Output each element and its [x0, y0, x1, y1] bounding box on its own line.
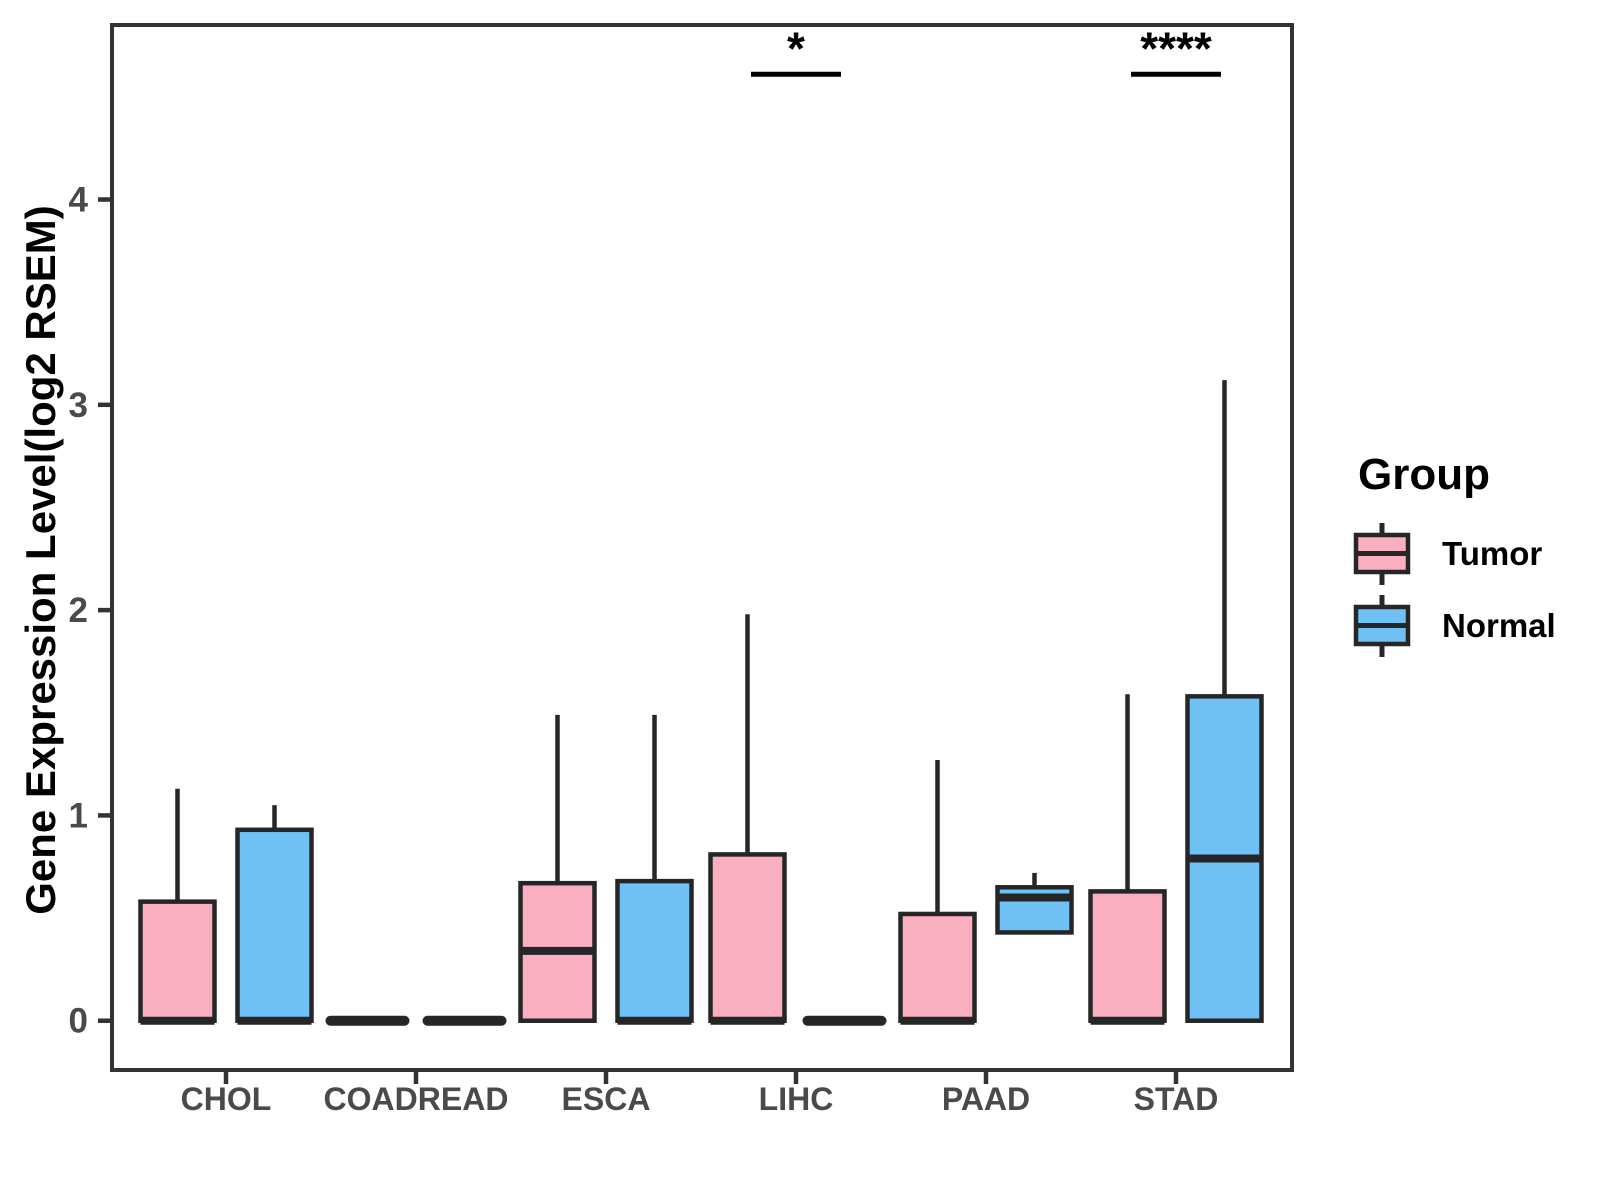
x-tick-label-PAAD: PAAD [942, 1081, 1030, 1117]
box-Tumor-LIHC [708, 852, 787, 1023]
y-axis-title: Gene Expression Level(log2 RSEM) [17, 205, 64, 915]
legend: Group Tumor Normal [1352, 450, 1556, 666]
significance-stars-LIHC: * [787, 22, 805, 74]
y-tick-label-1: 1 [69, 796, 88, 835]
legend-title: Group [1358, 450, 1490, 499]
x-tick-label-COADREAD: COADREAD [324, 1081, 509, 1117]
box-Normal-CHOL [235, 827, 314, 1023]
legend-label-normal: Normal [1442, 607, 1556, 644]
normal-boxplot-glyph-icon [1353, 595, 1411, 657]
panel-border [110, 23, 1294, 1072]
legend-label-tumor: Tumor [1442, 535, 1543, 572]
tumor-boxplot-glyph-icon [1353, 523, 1411, 585]
x-tick-label-STAD: STAD [1134, 1081, 1219, 1117]
y-tick-label-3: 3 [69, 386, 88, 425]
legend-item-tumor: Tumor [1352, 522, 1556, 586]
y-tick-label-4: 4 [69, 181, 89, 220]
y-tick-label-0: 0 [69, 1002, 88, 1041]
box-Tumor-CHOL [138, 899, 217, 1023]
legend-item-normal: Normal [1352, 594, 1556, 658]
box-Normal-ESCA [615, 878, 694, 1023]
x-tick-label-ESCA: ESCA [562, 1081, 651, 1117]
x-tick-label-CHOL: CHOL [181, 1081, 272, 1117]
x-tick-label-LIHC: LIHC [759, 1081, 834, 1117]
box-Tumor-STAD [1088, 889, 1167, 1023]
significance-stars-STAD: **** [1140, 22, 1212, 74]
box-Tumor-PAAD [898, 911, 977, 1023]
y-tick-label-2: 2 [69, 591, 88, 630]
